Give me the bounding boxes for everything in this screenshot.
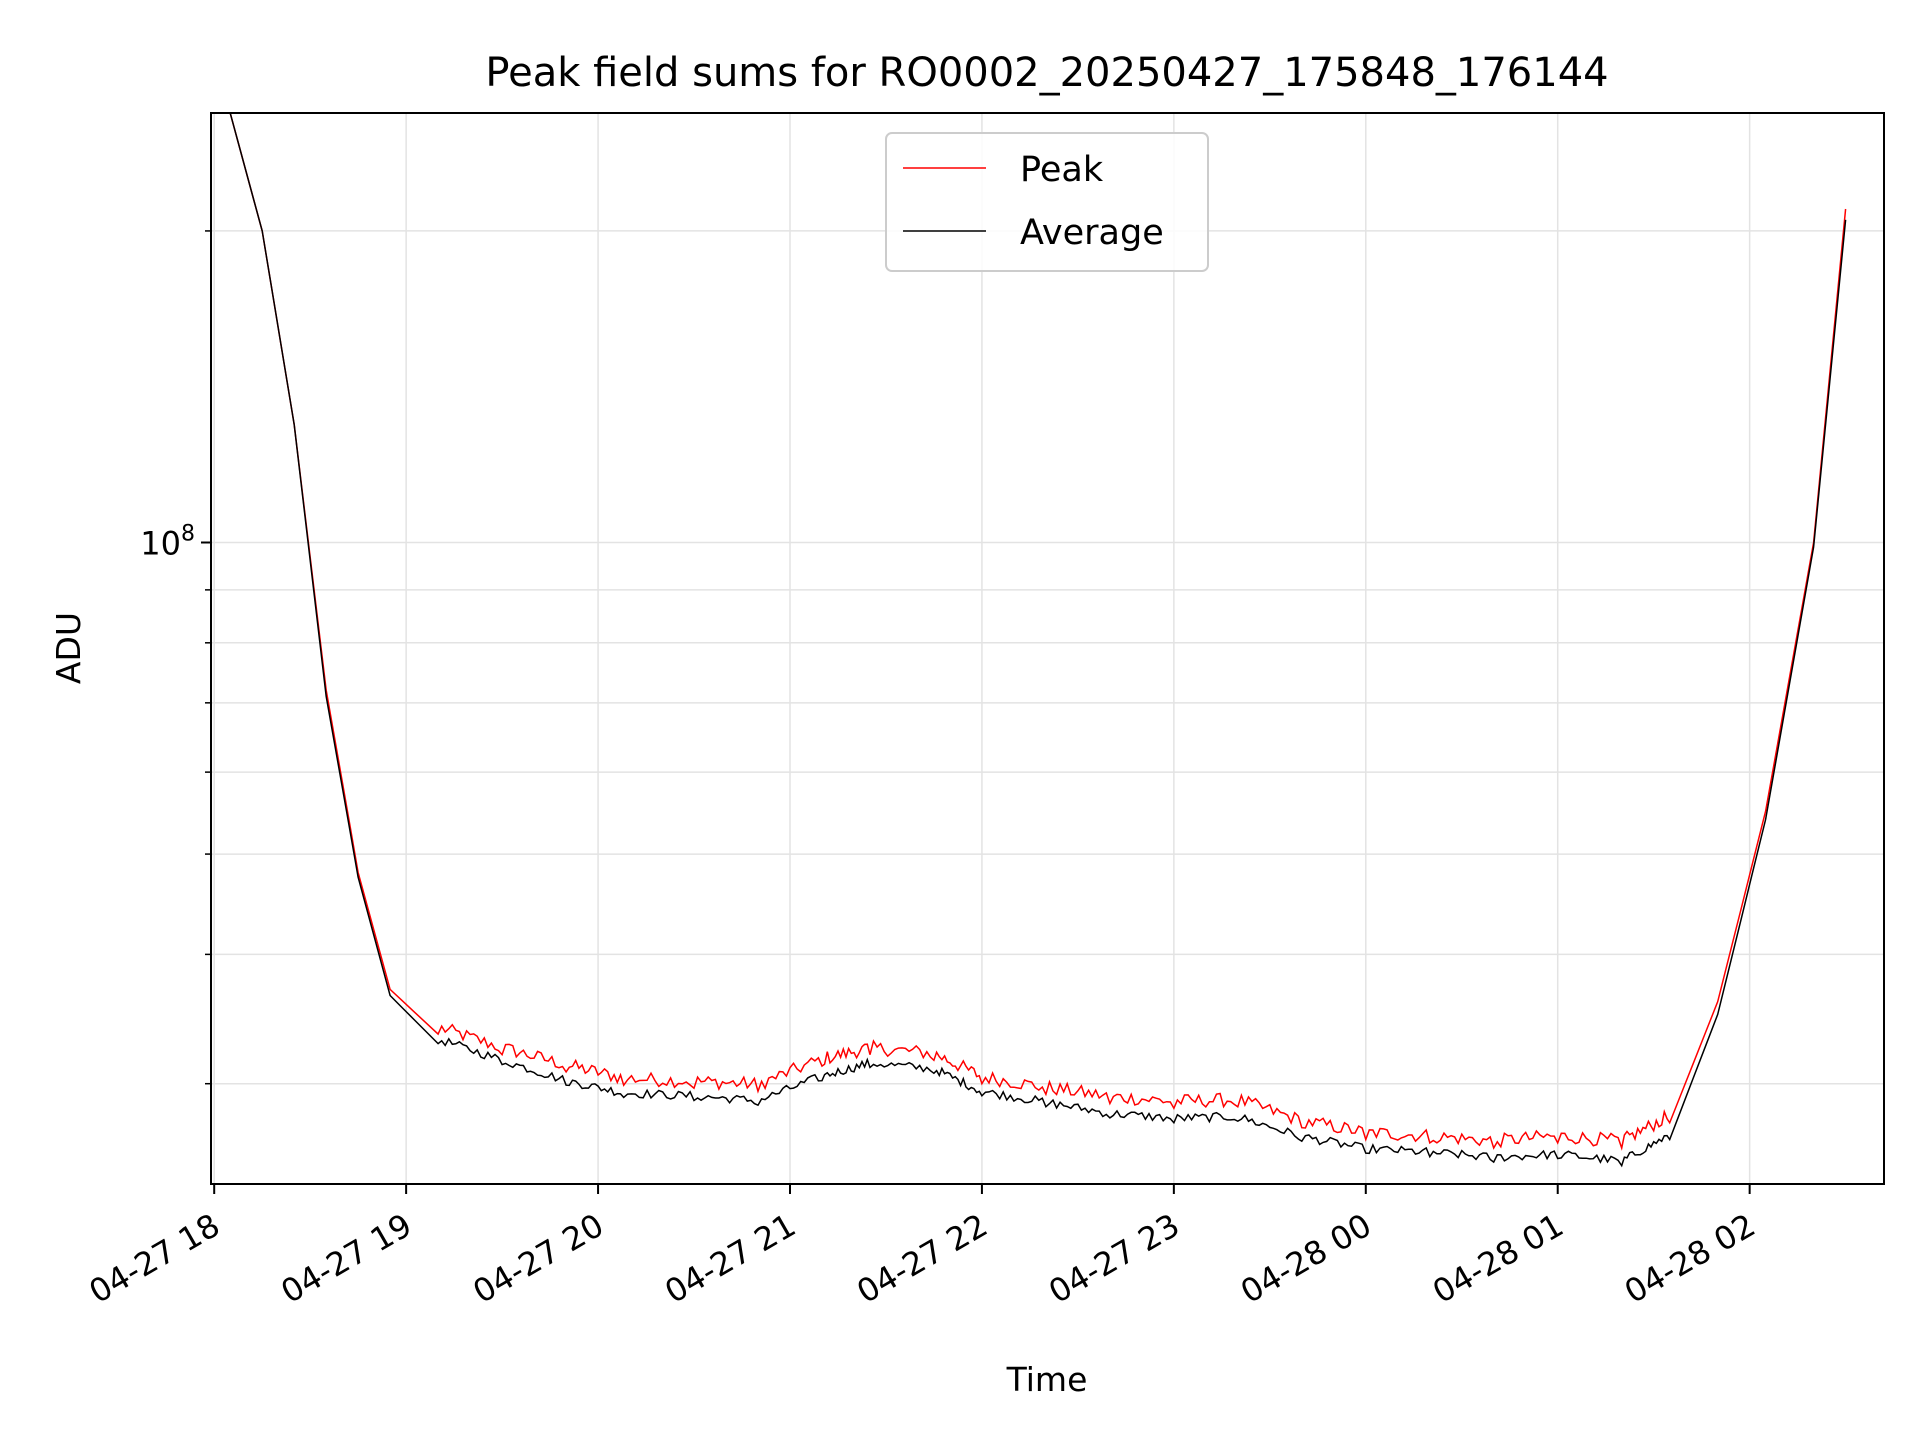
legend-average-label: Average [1020, 213, 1164, 253]
plot-frame [210, 112, 1885, 1185]
series-line-peak [229, 113, 1847, 1151]
grid [211, 113, 1884, 1184]
chart-title: Peak field sums for RO0002_20250427_1758… [485, 50, 1608, 96]
legend: Peak Average [885, 132, 1209, 272]
y-axis: 108 [140, 230, 211, 1085]
legend-peak-label: Peak [1020, 150, 1104, 190]
x-axis-label: Time [1006, 1360, 1088, 1399]
series-line-average [229, 113, 1847, 1168]
series-layer [229, 113, 1847, 1168]
y-axis-label: ADU [49, 612, 88, 684]
y-tick-label: 108 [140, 522, 195, 563]
